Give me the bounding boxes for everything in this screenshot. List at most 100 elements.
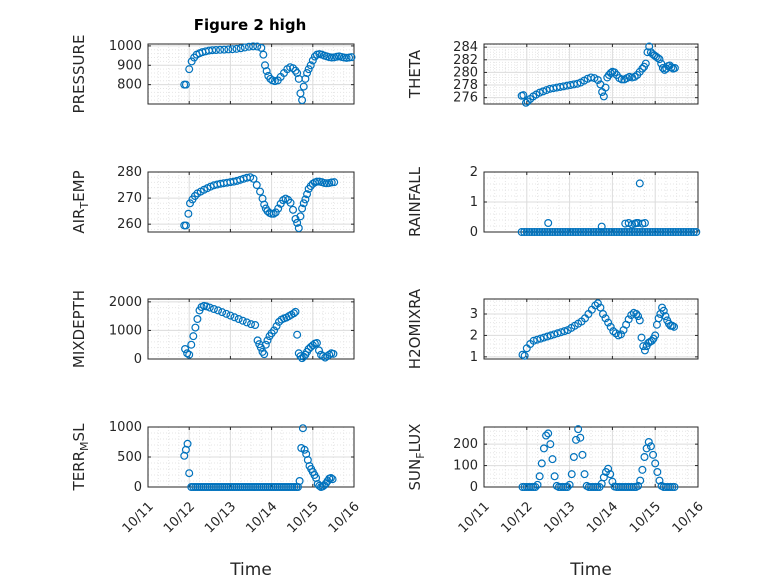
data-point (312, 339, 321, 348)
data-point (628, 228, 637, 237)
data-point (625, 228, 634, 237)
data-point (289, 309, 298, 318)
data-point (300, 445, 309, 454)
data-point (561, 483, 570, 492)
data-point (563, 228, 572, 237)
subplot-air-temp: 260 270 280 AIRTEMP (70, 165, 355, 234)
data-point (293, 330, 302, 339)
data-point (669, 228, 678, 237)
data-point (574, 228, 583, 237)
data-point (303, 190, 312, 199)
data-point (557, 328, 566, 337)
data-point (222, 309, 231, 318)
x-tick-label: 10/12 (499, 499, 536, 536)
data-point (286, 198, 295, 207)
y-tick-label: 0 (470, 225, 478, 240)
data-point (661, 312, 670, 321)
data-point (682, 228, 691, 237)
data-point (637, 333, 646, 342)
data-point (657, 59, 666, 68)
data-point (589, 228, 598, 237)
x-tick-label: 10/13 (202, 499, 239, 536)
data-point (306, 61, 315, 70)
data-point (190, 192, 199, 201)
data-point (624, 315, 633, 324)
data-point (655, 55, 664, 64)
data-point (533, 228, 542, 237)
data-point (256, 187, 265, 196)
data-point (183, 439, 192, 448)
data-point (535, 88, 544, 97)
data-point (520, 228, 529, 237)
x-tick-label: 10/14 (243, 499, 280, 536)
data-point (584, 228, 593, 237)
data-point (563, 483, 572, 492)
data-point (258, 347, 267, 356)
data-point (579, 228, 588, 237)
y-tick-label: 260 (117, 217, 142, 232)
data-point (634, 481, 643, 490)
y-tick-label: 2000 (109, 295, 142, 310)
data-point (293, 218, 302, 227)
y-tick-label: 280 (453, 65, 478, 80)
data-point (303, 69, 312, 78)
data-point (216, 45, 225, 54)
data-point (604, 318, 613, 327)
data-point (298, 96, 307, 105)
data-point (326, 474, 335, 483)
data-point (533, 480, 542, 489)
data-point (604, 464, 613, 473)
data-point (687, 228, 696, 237)
data-point (658, 63, 667, 72)
data-point (546, 331, 555, 340)
data-point (289, 205, 298, 214)
data-point (548, 455, 557, 464)
data-point (186, 199, 195, 208)
data-point (550, 330, 559, 339)
data-point (679, 228, 688, 237)
y-axis-label: PRESSURE (70, 35, 88, 114)
data-point (214, 306, 223, 315)
data-point (550, 472, 559, 481)
y-tick-label: 1000 (109, 323, 142, 338)
data-point (611, 329, 620, 338)
data-point (263, 336, 272, 345)
data-point (646, 228, 655, 237)
x-tick-label: 10/12 (161, 499, 198, 536)
data-point (569, 228, 578, 237)
y-tick-label: 900 (117, 58, 142, 73)
data-point (659, 306, 668, 315)
data-point (517, 228, 526, 237)
data-point (558, 228, 567, 237)
data-point (684, 228, 693, 237)
data-point (667, 63, 676, 72)
data-series (181, 301, 338, 363)
y-tick-label: 200 (453, 437, 478, 452)
y-tick-label: 1 (470, 195, 478, 210)
data-point (565, 480, 574, 489)
data-point (601, 314, 610, 323)
data-point (548, 228, 557, 237)
data-point (643, 228, 652, 237)
data-point (519, 91, 528, 100)
data-point (602, 228, 611, 237)
data-point (520, 351, 529, 360)
data-point (610, 228, 619, 237)
y-tick-label: 1 (470, 350, 478, 365)
data-point (615, 228, 624, 237)
data-point (617, 75, 626, 84)
data-point (616, 330, 625, 339)
data-point (609, 327, 618, 336)
data-point (238, 316, 247, 325)
data-point (573, 79, 582, 88)
data-point (523, 97, 532, 106)
data-point (593, 299, 602, 308)
data-point (671, 228, 680, 237)
data-point (536, 334, 545, 343)
figure-title: Figure 2 high (194, 16, 307, 34)
data-series (180, 42, 356, 105)
data-series (518, 299, 679, 360)
data-point (604, 228, 613, 237)
y-axis-label: RAINFALL (406, 166, 424, 237)
